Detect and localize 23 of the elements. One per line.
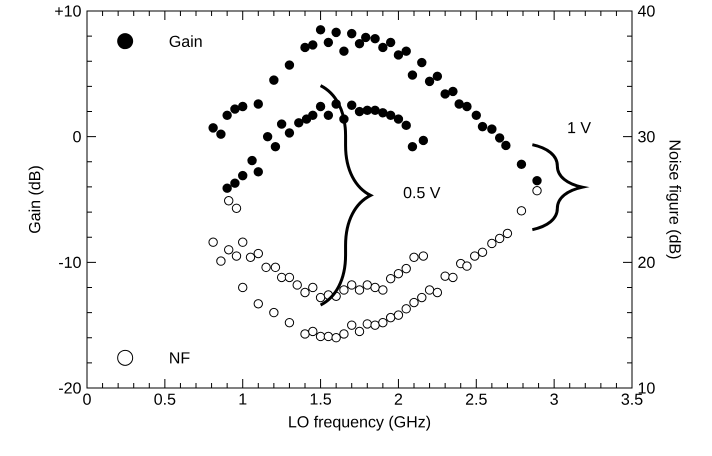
- y-axis-title: Gain (dB): [28, 166, 44, 233]
- x-tick-label: 2: [394, 394, 402, 405]
- y-tick-label: +10: [55, 5, 81, 17]
- legend-label: Gain: [170, 35, 202, 48]
- y-tick-label: -20: [59, 382, 81, 394]
- y2-tick-label: 20: [638, 256, 655, 268]
- x-tick-label: 3: [550, 394, 558, 405]
- y-tick-label: -10: [59, 256, 81, 268]
- x-tick-label: 2.5: [466, 394, 487, 405]
- annotation: 1 V: [568, 122, 591, 134]
- y2-axis-title: Noise figure (dB): [666, 140, 682, 258]
- x-tick-label: 0: [83, 394, 91, 405]
- x-tick-label: 3.5: [621, 394, 642, 405]
- x-tick-label: 1.5: [310, 394, 332, 405]
- annotation: 0.5 V: [404, 186, 440, 198]
- y2-tick-label: 30: [638, 131, 655, 142]
- x-tick-label: 1: [239, 394, 246, 405]
- legend-label: NF: [170, 352, 190, 364]
- y2-tick-label: 40: [638, 5, 655, 17]
- y-tick-label: 0: [73, 131, 81, 142]
- x-axis-title: LO frequency (GHz): [289, 416, 430, 431]
- y2-tick-label: 10: [638, 382, 655, 394]
- x-tick-label: 0.5: [154, 394, 176, 405]
